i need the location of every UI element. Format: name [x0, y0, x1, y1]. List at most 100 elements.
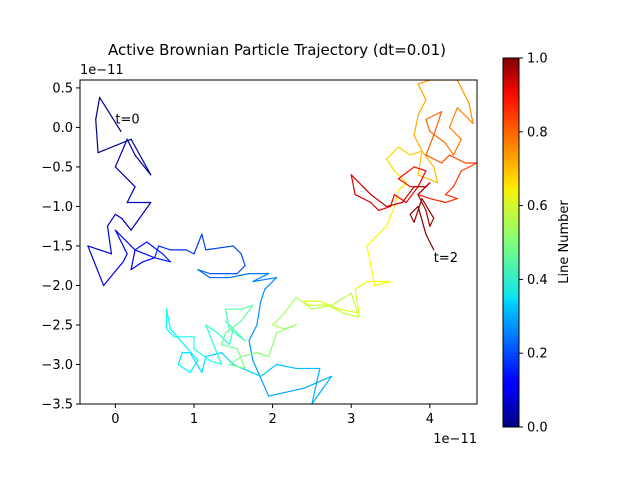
trajectory-segment [366, 245, 376, 287]
trajectory-segment [209, 359, 223, 366]
colorbar-tick-label: 0.8 [527, 125, 548, 140]
trajectory-segment [389, 193, 396, 208]
trajectory-segment [327, 304, 344, 314]
trajectory-segment [256, 352, 270, 358]
trajectory-segment [417, 150, 423, 176]
trajectory-segment [374, 280, 392, 287]
trajectory-segment [224, 308, 230, 330]
trajectory-segment [260, 363, 278, 377]
trajectory-segment [99, 96, 122, 132]
trajectory-segment [354, 288, 360, 314]
y-offset-label: 1e−11 [80, 63, 124, 78]
trajectory-segment [252, 359, 270, 397]
trajectory-segment [158, 245, 172, 251]
trajectory-segment [330, 292, 352, 306]
trajectory-segment [338, 308, 360, 314]
trajectory-segment [169, 328, 199, 362]
trajectory-segment [201, 355, 207, 373]
trajectory-segment [444, 142, 455, 156]
trajectory-segment [177, 352, 183, 366]
trajectory-segment [429, 130, 447, 144]
y-tick-label: −3.5 [41, 398, 73, 413]
trajectory-segment [224, 320, 238, 334]
trajectory-segment [311, 375, 333, 404]
trajectory-segment [433, 166, 439, 184]
y-tick-label: −2.0 [41, 279, 73, 294]
trajectory-segment [154, 257, 172, 263]
trajectory-segment [205, 324, 219, 334]
trajectory-segment [220, 344, 238, 350]
annotation-label: t=0 [115, 112, 139, 127]
y-axis-ticks: −3.5 −3.0 −2.5 −2.0 −1.5 −1.0 −0.5 0.0 0.5 [41, 81, 80, 413]
trajectory-segment [130, 261, 144, 271]
trajectory-segment [146, 241, 164, 255]
trajectory-segment [417, 174, 439, 184]
colorbar-tick-label: 0.4 [527, 273, 548, 288]
trajectory-segment [366, 237, 376, 247]
trajectory-segment [409, 150, 423, 156]
trajectory-segment [448, 107, 458, 129]
trajectory-segment [126, 241, 136, 251]
trajectory-segment [393, 193, 407, 204]
trajectory-segment [95, 118, 99, 154]
trajectory-segment [425, 134, 435, 156]
trajectory-segment [425, 111, 443, 121]
y-tick-label: −1.0 [41, 200, 73, 215]
trajectory-segment [452, 138, 462, 156]
trajectory-segment [417, 193, 427, 211]
trajectory-segment [185, 249, 195, 255]
trajectory-segment [154, 245, 160, 259]
trajectory-segment [425, 233, 435, 251]
trajectory-segment [385, 205, 396, 227]
trajectory-segment [248, 324, 258, 342]
y-tick-label: 0.5 [52, 81, 73, 96]
trajectory-segment [397, 178, 411, 188]
trajectory-segment [228, 273, 250, 279]
annotation-label: t=2 [434, 251, 458, 266]
trajectory-segment [417, 99, 427, 117]
trajectory-segment [452, 170, 462, 188]
trajectory-segment [130, 138, 152, 176]
trajectory-segment [142, 257, 156, 263]
trajectory-segment [319, 300, 341, 310]
trajectory-segment [134, 249, 156, 259]
trajectory-segment [417, 170, 427, 188]
x-offset-label: 1e−11 [433, 432, 477, 447]
trajectory-segment [122, 253, 128, 263]
colorbar-tick-label: 0.0 [527, 421, 548, 436]
trajectory-segment [256, 300, 262, 326]
trajectory-segment [252, 276, 278, 283]
trajectory-segment [350, 174, 364, 188]
trajectory-segment [425, 118, 431, 132]
trajectory-segment [268, 387, 305, 397]
trajectory-segment [106, 213, 116, 227]
trajectory-segment [264, 276, 278, 291]
trajectory-segment [134, 154, 152, 176]
trajectory-segment [236, 348, 246, 370]
trajectory-segment [260, 288, 266, 302]
colorbar [502, 57, 520, 428]
trajectory-segment [224, 320, 242, 334]
trajectory-segment [165, 328, 175, 338]
trajectory-segment [236, 265, 246, 275]
colorbar-ticks: 0.0 0.2 0.4 0.6 0.8 1.0 [519, 52, 548, 436]
trajectory-segment [444, 197, 458, 204]
trajectory-segment [405, 186, 419, 204]
trajectory-segment [425, 154, 443, 164]
trajectory-segment [460, 162, 477, 172]
trajectory-segment [303, 300, 309, 306]
trajectory-segment [205, 352, 223, 358]
trajectory-segment [114, 213, 123, 219]
trajectory-segment [429, 197, 447, 204]
trajectory-segment [114, 138, 128, 168]
trajectory-segment [130, 249, 136, 271]
trajectory-segment [95, 96, 101, 121]
trajectory-segment [417, 193, 431, 200]
trajectory-segment [448, 126, 462, 140]
trajectory-segment [295, 296, 313, 310]
trajectory-segment [421, 150, 435, 168]
y-tick-label: −0.5 [41, 160, 73, 175]
trajectory-segment [429, 217, 435, 227]
trajectory-segment [114, 166, 136, 188]
